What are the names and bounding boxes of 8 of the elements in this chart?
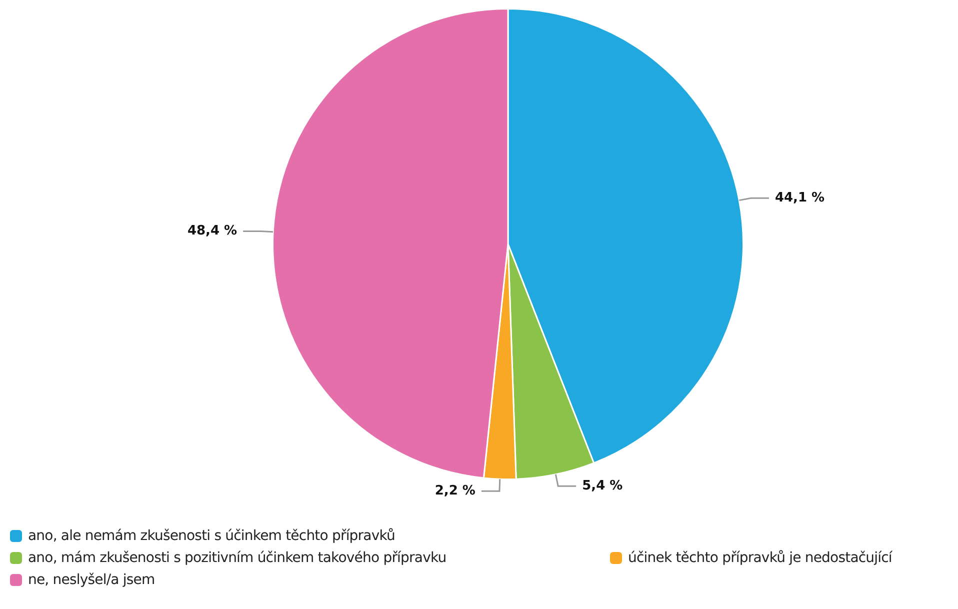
- data-label: 44,1 %: [774, 190, 825, 206]
- legend-label: ano, mám zkušenosti s pozitivním účinkem takového přípravku: [28, 550, 446, 566]
- legend-label: účinek těchto přípravků je nedostačující: [628, 550, 892, 566]
- legend-label: ano, ale nemám zkušenosti s účinkem těchto přípravků: [28, 528, 395, 544]
- data-label: 5,4 %: [582, 478, 623, 494]
- data-label: 2,2 %: [434, 483, 476, 498]
- legend-label: ne, neslyšel/a jsem: [28, 572, 155, 588]
- data-label: 48,4 %: [187, 224, 238, 239]
